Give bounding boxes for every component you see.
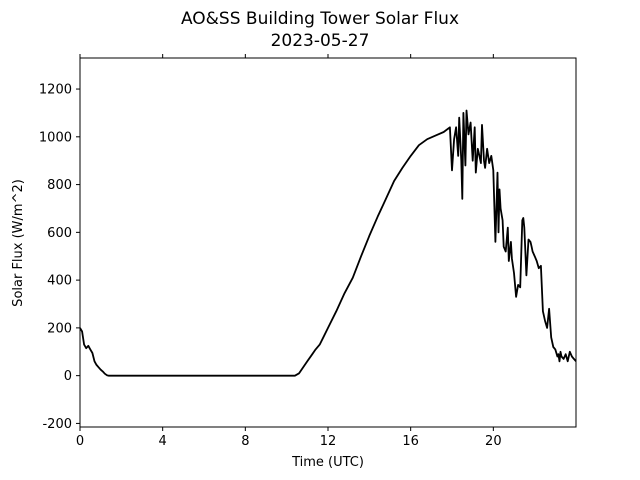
- x-tick-label: 20: [485, 434, 502, 449]
- x-tick-label: 12: [320, 434, 337, 449]
- y-tick-label: 1200: [39, 83, 72, 98]
- y-tick-label: 800: [47, 178, 72, 193]
- x-tick-label: 8: [241, 434, 249, 449]
- y-tick-label: 1000: [39, 130, 72, 145]
- x-axis-label: Time (UTC): [291, 455, 364, 470]
- y-tick-label: 600: [47, 226, 72, 241]
- y-ticks: -200 0 200 400 600 800 1000 1200: [39, 83, 80, 432]
- y-tick-label: -200: [42, 417, 72, 432]
- x-tick-label: 16: [402, 434, 419, 449]
- y-tick-label: 0: [64, 369, 72, 384]
- x-tick-label: 0: [76, 434, 84, 449]
- series-line: [79, 109, 577, 377]
- x-tick-label: 4: [159, 434, 167, 449]
- x-ticks: 0 4 8 12 16 20: [76, 54, 502, 449]
- chart-title: AO&SS Building Tower Solar Flux: [181, 9, 459, 29]
- y-axis-label: Solar Flux (W/m^2): [11, 179, 26, 307]
- y-tick-label: 400: [47, 274, 72, 289]
- y-tick-label: 200: [47, 321, 72, 336]
- plot-frame: [79, 57, 577, 428]
- chart-subtitle: 2023-05-27: [271, 31, 370, 51]
